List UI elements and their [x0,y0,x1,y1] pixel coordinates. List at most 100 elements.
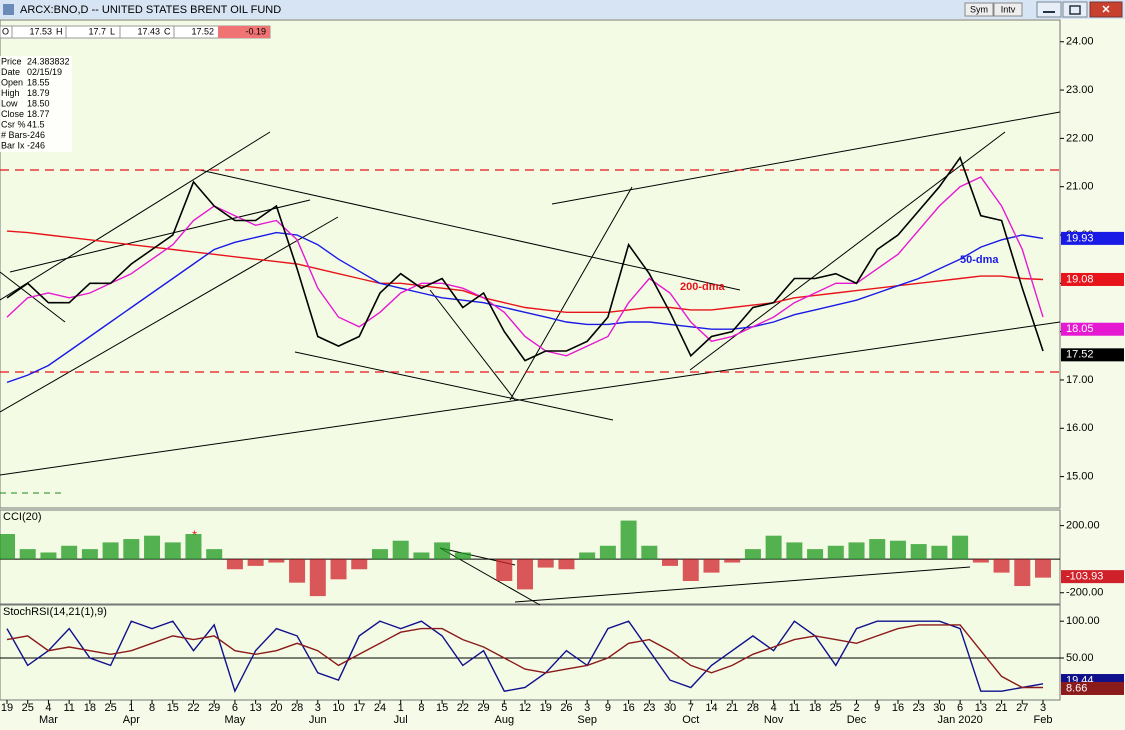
ohlc-value: 17.53 [29,26,52,36]
x-tick-label: 11 [63,702,74,714]
data-window-label: Bar Ix [1,140,25,150]
x-tick-label: 13 [975,702,987,714]
x-tick-label: 23 [643,702,655,714]
x-tick-label: 18 [84,702,96,714]
intv-button[interactable] [993,2,1023,17]
bar [454,552,471,560]
minimize-button[interactable] [1036,1,1062,18]
last-value: 8.66 [1066,682,1087,694]
data-window-label: Price [1,56,22,66]
bar [620,520,637,560]
x-tick-label: 6 [232,702,238,714]
bar [371,549,388,560]
y-tick-label: 100.00 [1066,615,1100,627]
data-window-value: 41.5 [27,119,45,129]
x-tick-label: 6 [957,702,963,714]
month-label: Mar [39,714,58,726]
data-window-label: Date [1,67,20,77]
bar [993,559,1010,573]
panel-title: CCI(20) [3,511,42,523]
x-tick-label: 29 [477,702,489,714]
bar [641,545,658,560]
x-tick-label: 21 [995,702,1007,714]
data-window-value: 18.79 [27,88,50,98]
x-tick-label: 9 [874,702,880,714]
bar [579,552,596,560]
x-tick-label: 3 [584,702,590,714]
bar [413,552,430,560]
bar [61,545,78,560]
bar [144,535,161,560]
bar [517,559,533,590]
sym-button[interactable] [964,2,994,17]
bar [123,539,140,560]
bar [1035,559,1051,578]
ohlc-label: C [164,26,171,36]
x-tick-label: 17 [353,702,365,714]
x-tick-label: 10 [332,702,344,714]
month-label: Sep [577,714,597,726]
bar [599,545,616,560]
bar [910,544,927,560]
x-tick-label: 3 [1040,702,1046,714]
last-value: 17.52 [1066,349,1094,361]
month-label: Nov [764,714,784,726]
last-value-badge [1061,681,1124,695]
y-tick-label: 200.00 [1066,520,1100,532]
x-tick-label: 15 [167,702,179,714]
annotation: 200-dma [680,281,726,293]
data-window-value: 18.50 [27,98,50,108]
bar [206,549,223,560]
y-tick-label: 50.00 [1066,652,1094,664]
series-line [6,230,1044,313]
panel-title: StochRSI(14,21(1),9) [3,606,107,618]
x-tick-label: 12 [519,702,531,714]
data-window-value: -246 [27,130,45,140]
data-window-value: 18.55 [27,77,50,87]
data-window-label: Close [1,109,24,119]
x-tick-label: 11 [789,702,800,714]
last-value: -103.93 [1066,571,1103,583]
bar [972,559,989,563]
x-tick-label: 16 [622,702,634,714]
series-line [6,620,1044,694]
last-value: 19.08 [1066,273,1094,285]
last-value-badge [1061,348,1124,362]
change-value: -0.19 [245,26,266,36]
bar [0,534,15,560]
close-button[interactable] [1089,1,1123,18]
sym-button-label[interactable]: Sym [970,4,988,14]
bar [1014,559,1031,587]
x-tick-label: 22 [457,702,469,714]
month-label: Apr [123,714,140,726]
bar [289,559,306,583]
last-value: 19.93 [1066,232,1094,244]
x-tick-label: 9 [605,702,611,714]
intv-button-label[interactable]: Intv [1001,4,1016,14]
last-value-badge [1061,231,1124,245]
x-tick-label: 4 [771,702,777,714]
month-label: Feb [1034,714,1053,726]
maximize-button[interactable] [1062,1,1088,18]
month-label: Jun [309,714,327,726]
ohlc-value: 17.52 [191,26,214,36]
x-tick-label: 30 [664,702,676,714]
bar [226,559,243,570]
month-label: Oct [682,714,699,726]
bar [744,549,761,560]
bar [247,559,264,566]
bar [351,559,368,570]
x-tick-label: 23 [913,702,925,714]
y-tick-label: 17.00 [1066,374,1094,386]
data-window-value: 02/15/19 [27,67,62,77]
series-line [6,155,1044,362]
x-tick-label: 25 [22,702,34,714]
data-window-value: 24.383832 [27,56,70,66]
bar [889,540,906,560]
y-tick-label: 23.00 [1066,84,1094,96]
bar [268,559,285,563]
y-tick-label: 21.00 [1066,181,1094,193]
y-tick-label: 15.00 [1066,471,1094,483]
x-tick-label: 27 [1016,702,1028,714]
